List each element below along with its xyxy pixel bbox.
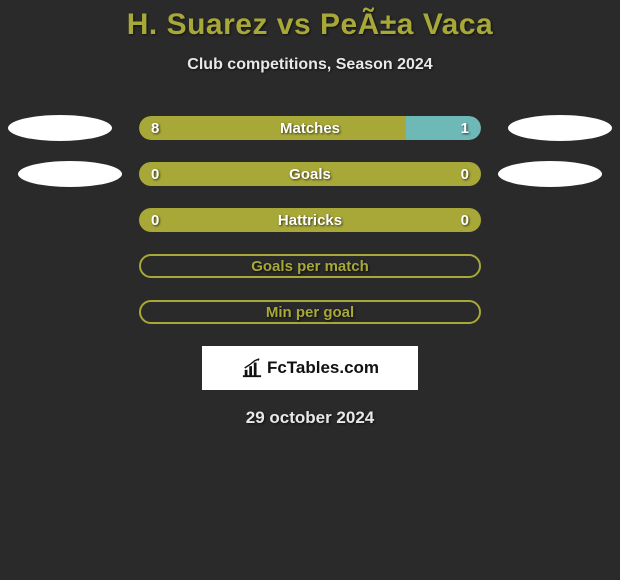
logo-text: FcTables.com — [267, 358, 379, 378]
stat-row: 0 0 Hattricks — [0, 208, 620, 232]
left-value: 8 — [151, 120, 159, 137]
stat-row: 8 1 Matches — [0, 116, 620, 140]
stat-bar: Min per goal — [139, 300, 481, 324]
logo: FcTables.com — [241, 358, 379, 378]
stat-bar: 0 0 Hattricks — [139, 208, 481, 232]
chart-icon — [241, 358, 263, 378]
player-marker-left — [18, 161, 122, 187]
stat-label: Goals per match — [251, 258, 369, 275]
right-value: 0 — [461, 166, 469, 183]
stat-row: Goals per match — [0, 254, 620, 278]
stat-rows: 8 1 Matches 0 0 Goals 0 0 Hattricks Goals per mat… — [0, 116, 620, 324]
subtitle: Club competitions, Season 2024 — [0, 56, 620, 74]
stat-label: Matches — [280, 120, 340, 137]
stat-row: Min per goal — [0, 300, 620, 324]
stats-card: H. Suarez vs PeÃ±a Vaca Club competition… — [0, 0, 620, 428]
stat-bar: 8 1 Matches — [139, 116, 481, 140]
left-value: 0 — [151, 166, 159, 183]
page-title: H. Suarez vs PeÃ±a Vaca — [0, 8, 620, 42]
left-value: 0 — [151, 212, 159, 229]
stat-row: 0 0 Goals — [0, 162, 620, 186]
player-marker-left — [8, 115, 112, 141]
stat-label: Min per goal — [266, 304, 354, 321]
bar-fill-right — [406, 116, 481, 140]
date-text: 29 october 2024 — [0, 408, 620, 428]
right-value: 0 — [461, 212, 469, 229]
player-marker-right — [508, 115, 612, 141]
logo-box: FcTables.com — [202, 346, 418, 390]
player-marker-right — [498, 161, 602, 187]
stat-label: Hattricks — [278, 212, 342, 229]
stat-bar: 0 0 Goals — [139, 162, 481, 186]
right-value: 1 — [461, 120, 469, 137]
bar-fill-left — [139, 116, 406, 140]
stat-label: Goals — [289, 166, 331, 183]
stat-bar: Goals per match — [139, 254, 481, 278]
